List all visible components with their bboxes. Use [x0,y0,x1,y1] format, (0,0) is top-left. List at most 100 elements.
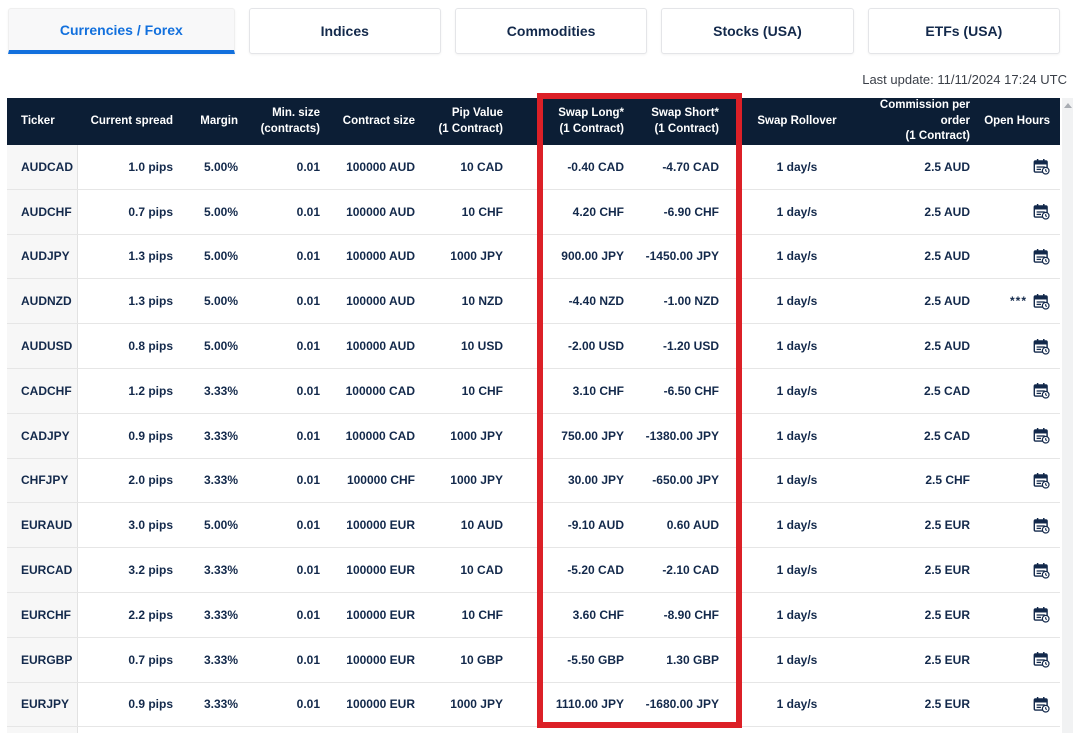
cell-pip_value: 10 AUD [421,503,509,548]
cell-commission: 2.5 EUR [852,548,983,593]
cell-commission: 2.5 CAD [852,368,983,413]
column-header-contract_size: Contract size [326,98,421,145]
calendar-clock-icon[interactable] [1033,427,1050,444]
ticker-cell[interactable]: AUDUSD [7,324,77,369]
calendar-clock-icon[interactable] [1033,696,1050,713]
ticker-cell[interactable]: AUDCHF [7,189,77,234]
cell-rollover: 1 day/s [742,592,852,637]
ticker-cell[interactable]: CADJPY [7,413,77,458]
cell-margin: 5.00% [181,145,244,189]
cell-rollover: 1 day/s [742,458,852,503]
column-header-commission: Commission per order (1 Contract) [852,98,983,145]
open-hours-cell [983,682,1060,727]
cell-empty [640,727,742,733]
cell-swap_short: -2.10 CAD [640,548,742,593]
cell-spread: 0.7 pips [77,189,181,234]
cell-spread: 1.3 pips [77,279,181,324]
cell-empty [852,727,983,733]
cell-swap_long: -5.50 GBP [509,637,640,682]
cell-swap_short: -4.70 CAD [640,145,742,189]
table-row-euraud: EURAUD3.0 pips5.00%0.01100000 EUR10 AUD-… [7,503,1060,548]
calendar-clock-icon[interactable] [1033,651,1050,668]
tab-stocks-usa[interactable]: Stocks (USA) [661,8,853,54]
cell-commission: 2.5 EUR [852,592,983,637]
open-hours-cell [983,548,1060,593]
tab-etfs-usa[interactable]: ETFs (USA) [868,8,1060,54]
cell-swap_short: -8.90 CHF [640,592,742,637]
open-hours-cell [983,637,1060,682]
cell-rollover: 1 day/s [742,189,852,234]
calendar-clock-icon[interactable] [1033,382,1050,399]
forex-specs-table: TickerCurrent spreadMarginMin. size (con… [7,98,1060,733]
ticker-cell[interactable]: EURCAD [7,548,77,593]
cell-contract_size: 100000 EUR [326,592,421,637]
ticker-cell[interactable]: EURJPY [7,682,77,727]
cell-min_size: 0.01 [244,682,326,727]
cell-commission: 2.5 EUR [852,503,983,548]
cell-swap_long: 750.00 JPY [509,413,640,458]
ticker-cell[interactable]: EURGBP [7,637,77,682]
cell-empty [7,727,77,733]
calendar-clock-icon[interactable] [1033,203,1050,220]
cell-contract_size: 100000 AUD [326,324,421,369]
open-hours-cell [983,413,1060,458]
vertical-scrollbar[interactable] [1062,98,1073,733]
cell-pip_value: 10 CAD [421,548,509,593]
last-update: Last update: 11/11/2024 17:24 UTC [862,72,1067,87]
cell-commission: 2.5 EUR [852,637,983,682]
instrument-tabs: Currencies / Forex Indices Commodities Stoc… [8,8,1060,54]
cell-contract_size: 100000 AUD [326,279,421,324]
calendar-clock-icon[interactable] [1033,517,1050,534]
ticker-cell[interactable]: EURCHF [7,592,77,637]
cell-min_size: 0.01 [244,503,326,548]
calendar-clock-icon[interactable] [1033,293,1050,310]
cell-rollover: 1 day/s [742,368,852,413]
cell-empty [77,727,181,733]
scroll-up-arrow-icon[interactable] [1064,103,1072,108]
cell-rollover: 1 day/s [742,145,852,189]
cell-rollover: 1 day/s [742,324,852,369]
table-header-row: TickerCurrent spreadMarginMin. size (con… [7,98,1060,145]
column-header-ticker: Ticker [7,98,77,145]
cell-rollover: 1 day/s [742,234,852,279]
table-row-partial [7,727,1060,733]
ticker-cell[interactable]: AUDCAD [7,145,77,189]
table-row-chfjpy: CHFJPY2.0 pips3.33%0.01100000 CHF1000 JP… [7,458,1060,503]
tab-commodities[interactable]: Commodities [455,8,647,54]
open-hours-cell: *** [983,279,1060,324]
tab-indices[interactable]: Indices [249,8,441,54]
calendar-clock-icon[interactable] [1033,606,1050,623]
ticker-cell[interactable]: EURAUD [7,503,77,548]
ticker-cell[interactable]: CHFJPY [7,458,77,503]
cell-empty [244,727,326,733]
cell-swap_short: -650.00 JPY [640,458,742,503]
cell-contract_size: 100000 EUR [326,503,421,548]
cell-pip_value: 10 CHF [421,592,509,637]
tab-currencies-forex[interactable]: Currencies / Forex [8,8,235,54]
cell-pip_value: 10 CHF [421,368,509,413]
table-row-audusd: AUDUSD0.8 pips5.00%0.01100000 AUD10 USD-… [7,324,1060,369]
calendar-clock-icon[interactable] [1033,562,1050,579]
calendar-clock-icon[interactable] [1033,158,1050,175]
calendar-clock-icon[interactable] [1033,248,1050,265]
cell-rollover: 1 day/s [742,682,852,727]
cell-swap_short: -1.00 NZD [640,279,742,324]
cell-contract_size: 100000 EUR [326,637,421,682]
tab-label: Commodities [507,23,596,39]
cell-swap_long: 1110.00 JPY [509,682,640,727]
calendar-clock-icon[interactable] [1033,472,1050,489]
open-hours-cell [983,324,1060,369]
table-row-cadchf: CADCHF1.2 pips3.33%0.01100000 CAD10 CHF3… [7,368,1060,413]
ticker-cell[interactable]: CADCHF [7,368,77,413]
cell-spread: 3.0 pips [77,503,181,548]
cell-spread: 1.0 pips [77,145,181,189]
cell-commission: 2.5 AUD [852,189,983,234]
cell-commission: 2.5 AUD [852,145,983,189]
calendar-clock-icon[interactable] [1033,338,1050,355]
table-row-audchf: AUDCHF0.7 pips5.00%0.01100000 AUD10 CHF4… [7,189,1060,234]
ticker-cell[interactable]: AUDNZD [7,279,77,324]
cell-margin: 5.00% [181,279,244,324]
tab-label: Indices [321,23,369,39]
ticker-cell[interactable]: AUDJPY [7,234,77,279]
cell-margin: 3.33% [181,592,244,637]
